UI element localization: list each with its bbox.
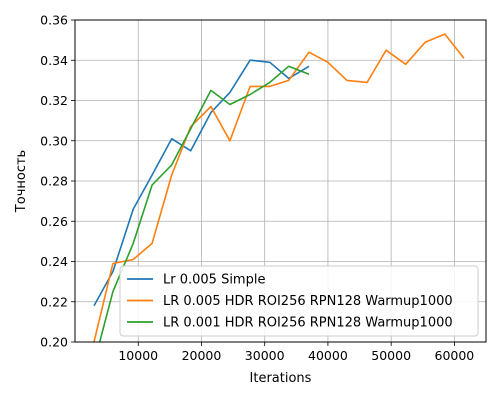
legend-box bbox=[119, 265, 479, 337]
y-tick-label: 0.32 bbox=[40, 93, 68, 108]
series-line-1 bbox=[93, 59, 310, 307]
x-tick-label: 40000 bbox=[308, 348, 348, 363]
x-tick-label: 50000 bbox=[371, 348, 411, 363]
series-line-2 bbox=[93, 33, 465, 342]
y-tick-label: 0.20 bbox=[40, 335, 68, 350]
x-axis-ticks: 10000 20000 30000 40000 50000 60000 bbox=[118, 342, 474, 363]
x-tick-label: 30000 bbox=[245, 348, 285, 363]
y-tick-label: 0.30 bbox=[40, 133, 68, 148]
legend: Lr 0.005 Simple LR 0.005 HDR ROI256 RPN12… bbox=[119, 265, 479, 337]
y-tick-label: 0.26 bbox=[40, 214, 68, 229]
legend-label-1: Lr 0.005 Simple bbox=[163, 273, 265, 288]
y-tick-label: 0.36 bbox=[40, 13, 68, 28]
x-tick-label: 10000 bbox=[118, 348, 158, 363]
legend-label-2: LR 0.005 HDR ROI256 RPN128 Warmup1000 bbox=[163, 294, 453, 309]
plot-lines bbox=[93, 33, 465, 342]
series-line-3 bbox=[98, 65, 310, 342]
y-tick-label: 0.22 bbox=[40, 294, 68, 309]
y-tick-label: 0.34 bbox=[40, 53, 68, 68]
x-tick-label: 60000 bbox=[435, 348, 475, 363]
x-tick-label: 20000 bbox=[182, 348, 222, 363]
y-axis-label: Точность bbox=[14, 150, 29, 213]
y-tick-label: 0.28 bbox=[40, 174, 68, 189]
x-axis-label: Iterations bbox=[250, 371, 312, 386]
y-axis-ticks: 0.20 0.22 0.24 0.26 0.28 0.30 0.32 0.34 0.36 bbox=[40, 13, 75, 350]
legend-label-3: LR 0.001 HDR ROI256 RPN128 Warmup1000 bbox=[163, 316, 453, 331]
y-tick-label: 0.24 bbox=[40, 254, 68, 269]
